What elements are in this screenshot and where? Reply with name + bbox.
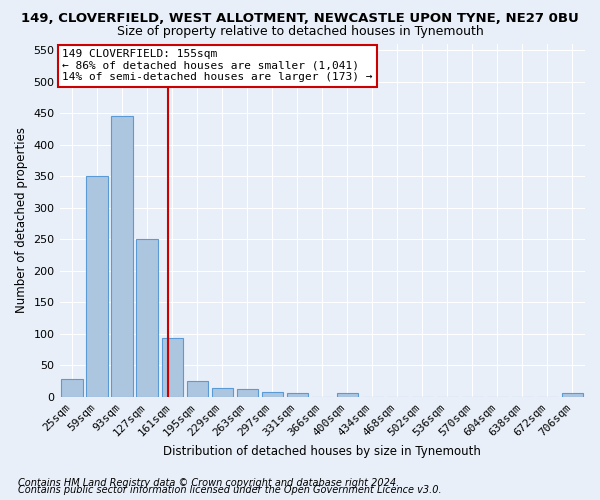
Text: 149, CLOVERFIELD, WEST ALLOTMENT, NEWCASTLE UPON TYNE, NE27 0BU: 149, CLOVERFIELD, WEST ALLOTMENT, NEWCAS…	[21, 12, 579, 26]
Bar	[287, 392, 308, 397]
Y-axis label: Number of detached properties: Number of detached properties	[15, 128, 28, 314]
Bar	[236, 390, 258, 397]
Bar	[61, 380, 83, 397]
Bar	[337, 393, 358, 397]
Bar	[187, 381, 208, 397]
Bar	[86, 176, 108, 397]
Bar	[262, 392, 283, 397]
Bar	[212, 388, 233, 397]
Text: Size of property relative to detached houses in Tynemouth: Size of property relative to detached ho…	[116, 25, 484, 38]
X-axis label: Distribution of detached houses by size in Tynemouth: Distribution of detached houses by size …	[163, 444, 481, 458]
Text: 149 CLOVERFIELD: 155sqm
← 86% of detached houses are smaller (1,041)
14% of semi: 149 CLOVERFIELD: 155sqm ← 86% of detache…	[62, 50, 373, 82]
Text: Contains HM Land Registry data © Crown copyright and database right 2024.: Contains HM Land Registry data © Crown c…	[18, 478, 399, 488]
Bar	[161, 338, 183, 397]
Bar	[562, 393, 583, 397]
Bar	[112, 116, 133, 397]
Text: Contains public sector information licensed under the Open Government Licence v3: Contains public sector information licen…	[18, 485, 442, 495]
Bar	[136, 240, 158, 397]
